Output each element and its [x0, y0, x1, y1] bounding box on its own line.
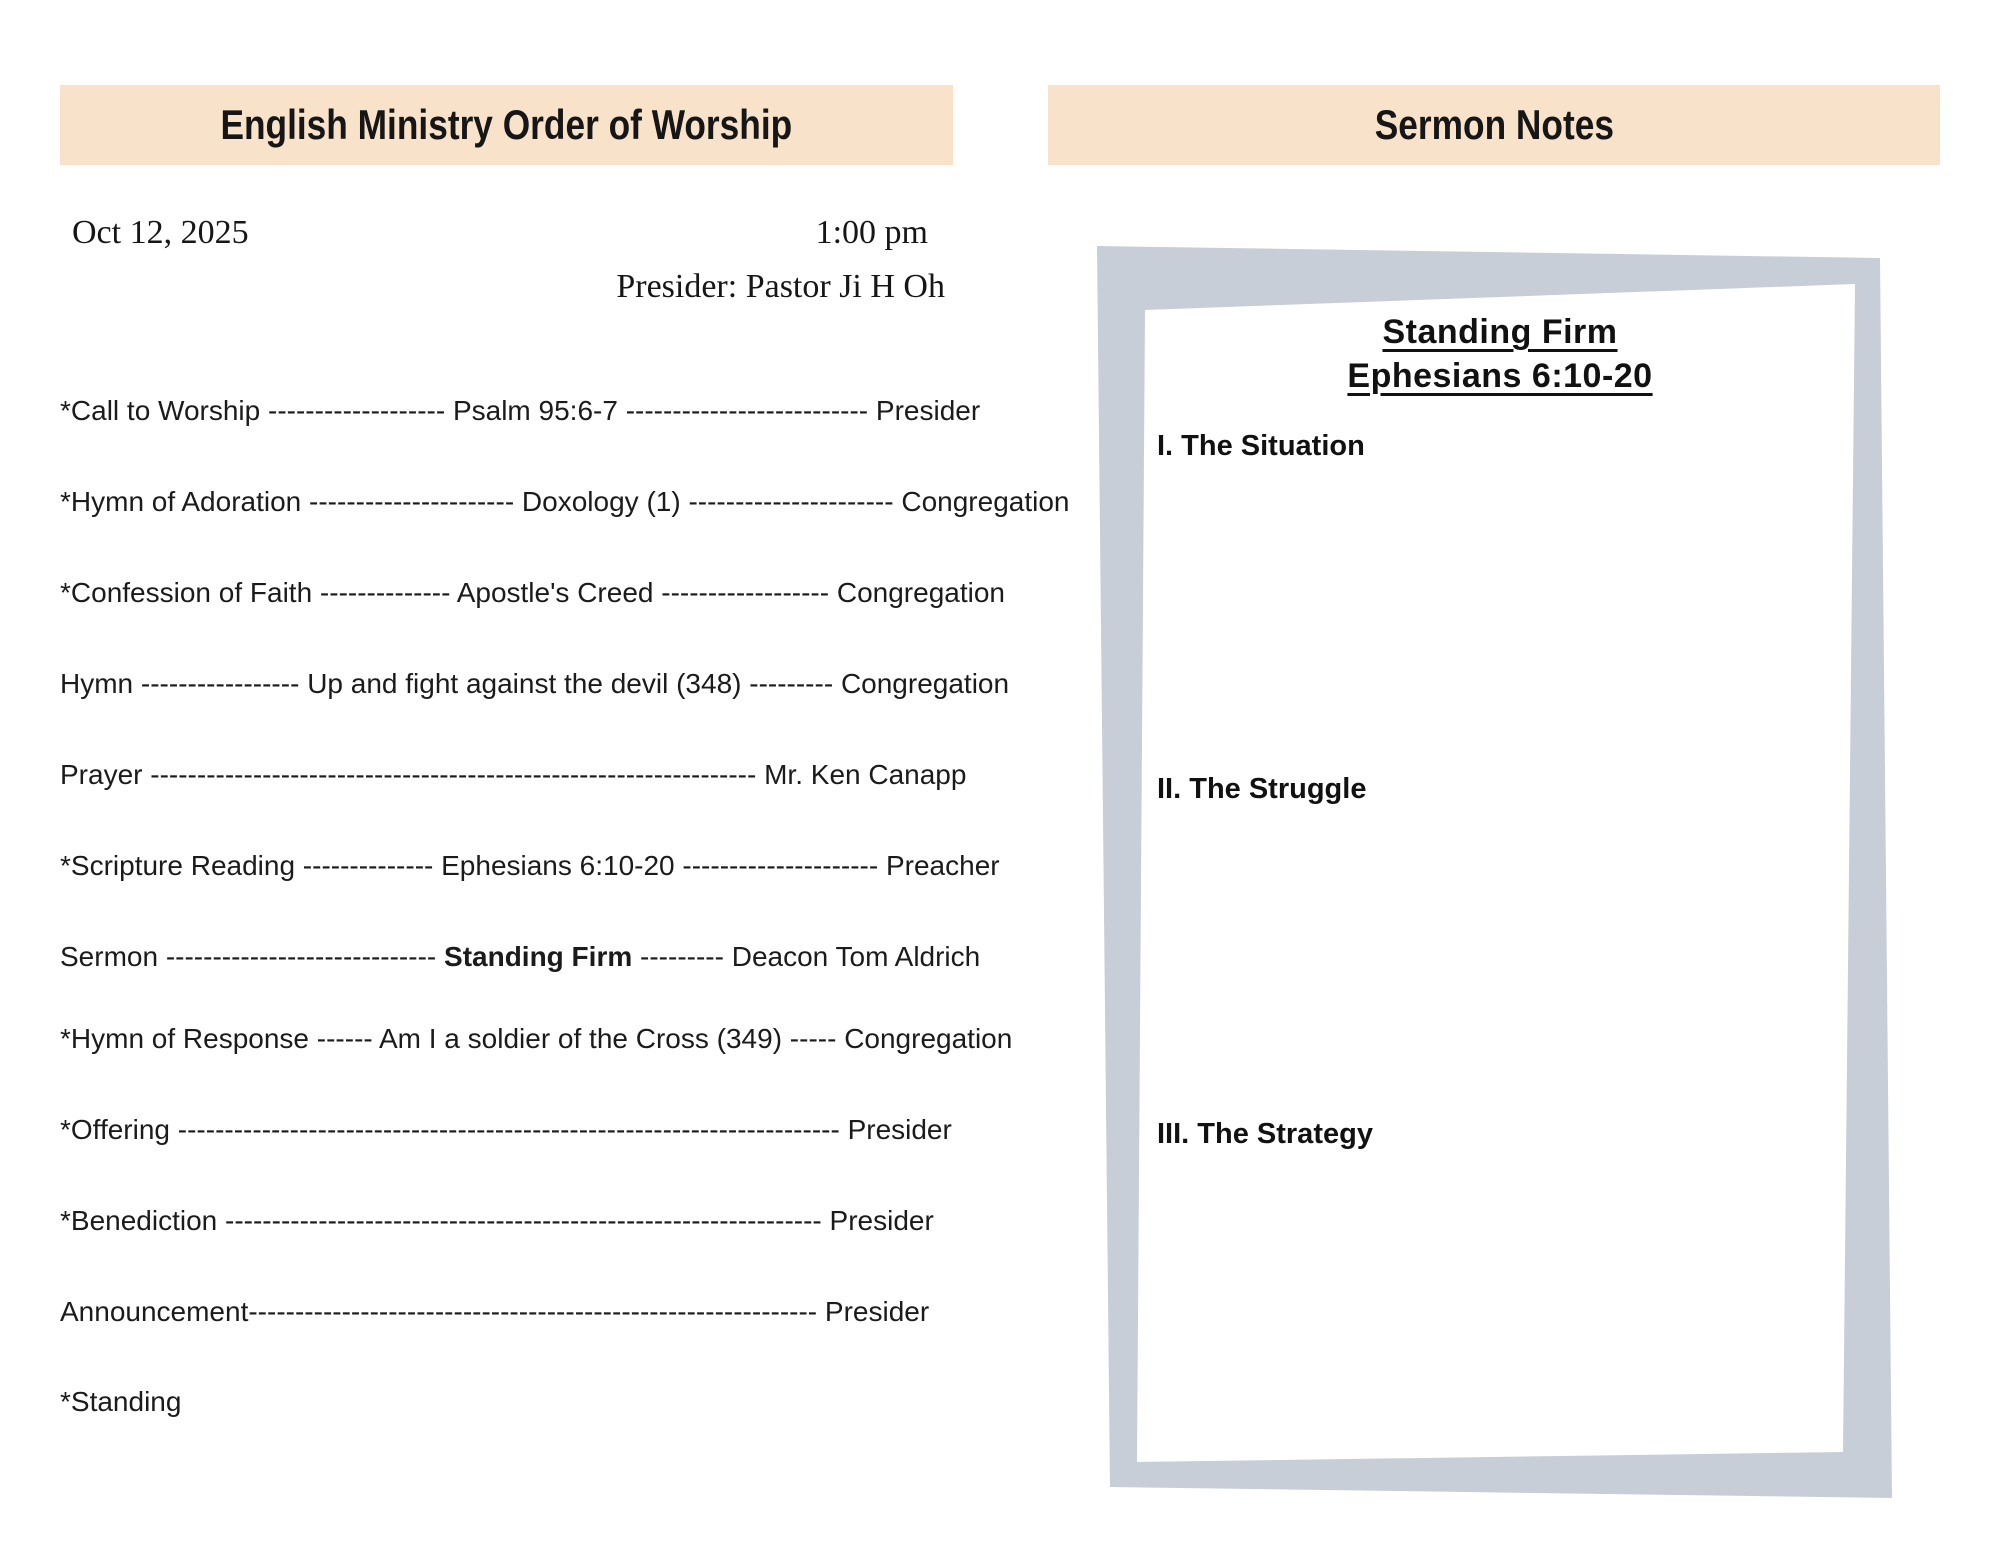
worship-item-call-to-worship: *Call to Worship ------------------- Psa… [60, 395, 981, 426]
worship-item-offering: *Offering ------------------------------… [60, 1114, 952, 1145]
worship-item-confession: *Confession of Faith -------------- Apos… [60, 577, 1005, 608]
sermon-notes-header-band: Sermon Notes [1048, 85, 1940, 165]
sermon-title-inline: Standing Firm [444, 941, 633, 972]
notes-paper [1137, 284, 1855, 1462]
order-of-worship-header-band: English Ministry Order of Worship [60, 85, 953, 165]
worship-item-announcement: Announcement----------------------------… [60, 1296, 930, 1327]
standing-footnote: *Standing [60, 1386, 182, 1417]
worship-item-sermon: Sermon ----------------------------- Sta… [60, 941, 980, 972]
sermon-outline-scripture: Ephesians 6:10-20 [1347, 357, 1653, 395]
worship-item-prayer: Prayer ---------------------------------… [60, 759, 967, 790]
service-time: 1:00 pm [815, 214, 928, 251]
presider-line: Presider: Pastor Ji H Oh [616, 268, 945, 305]
sermon-outline-title: Standing Firm [1382, 313, 1618, 351]
sermon-outline-title-block: Standing Firm Ephesians 6:10-20 [1150, 310, 1850, 398]
sermon-leader-pre: Sermon ----------------------------- [60, 941, 445, 972]
worship-item-hymn-of-response: *Hymn of Response ------ Am I a soldier … [60, 1023, 1013, 1054]
sermon-notes-title: Sermon Notes [1374, 101, 1614, 148]
worship-item-scripture-reading: *Scripture Reading -------------- Ephesi… [60, 850, 1000, 881]
service-date: Oct 12, 2025 [72, 214, 249, 251]
worship-item-hymn: Hymn ----------------- Up and fight agai… [60, 668, 1010, 699]
outline-section-situation: I. The Situation [1157, 430, 1365, 462]
outline-section-strategy: III. The Strategy [1157, 1118, 1373, 1150]
outline-section-struggle: II. The Struggle [1157, 773, 1367, 805]
order-of-worship-title: English Ministry Order of Worship [220, 101, 793, 148]
worship-item-benediction: *Benediction ---------------------------… [60, 1205, 934, 1236]
worship-item-hymn-of-adoration: *Hymn of Adoration ---------------------… [60, 486, 1070, 517]
sermon-leader-post: --------- Deacon Tom Aldrich [632, 941, 981, 972]
